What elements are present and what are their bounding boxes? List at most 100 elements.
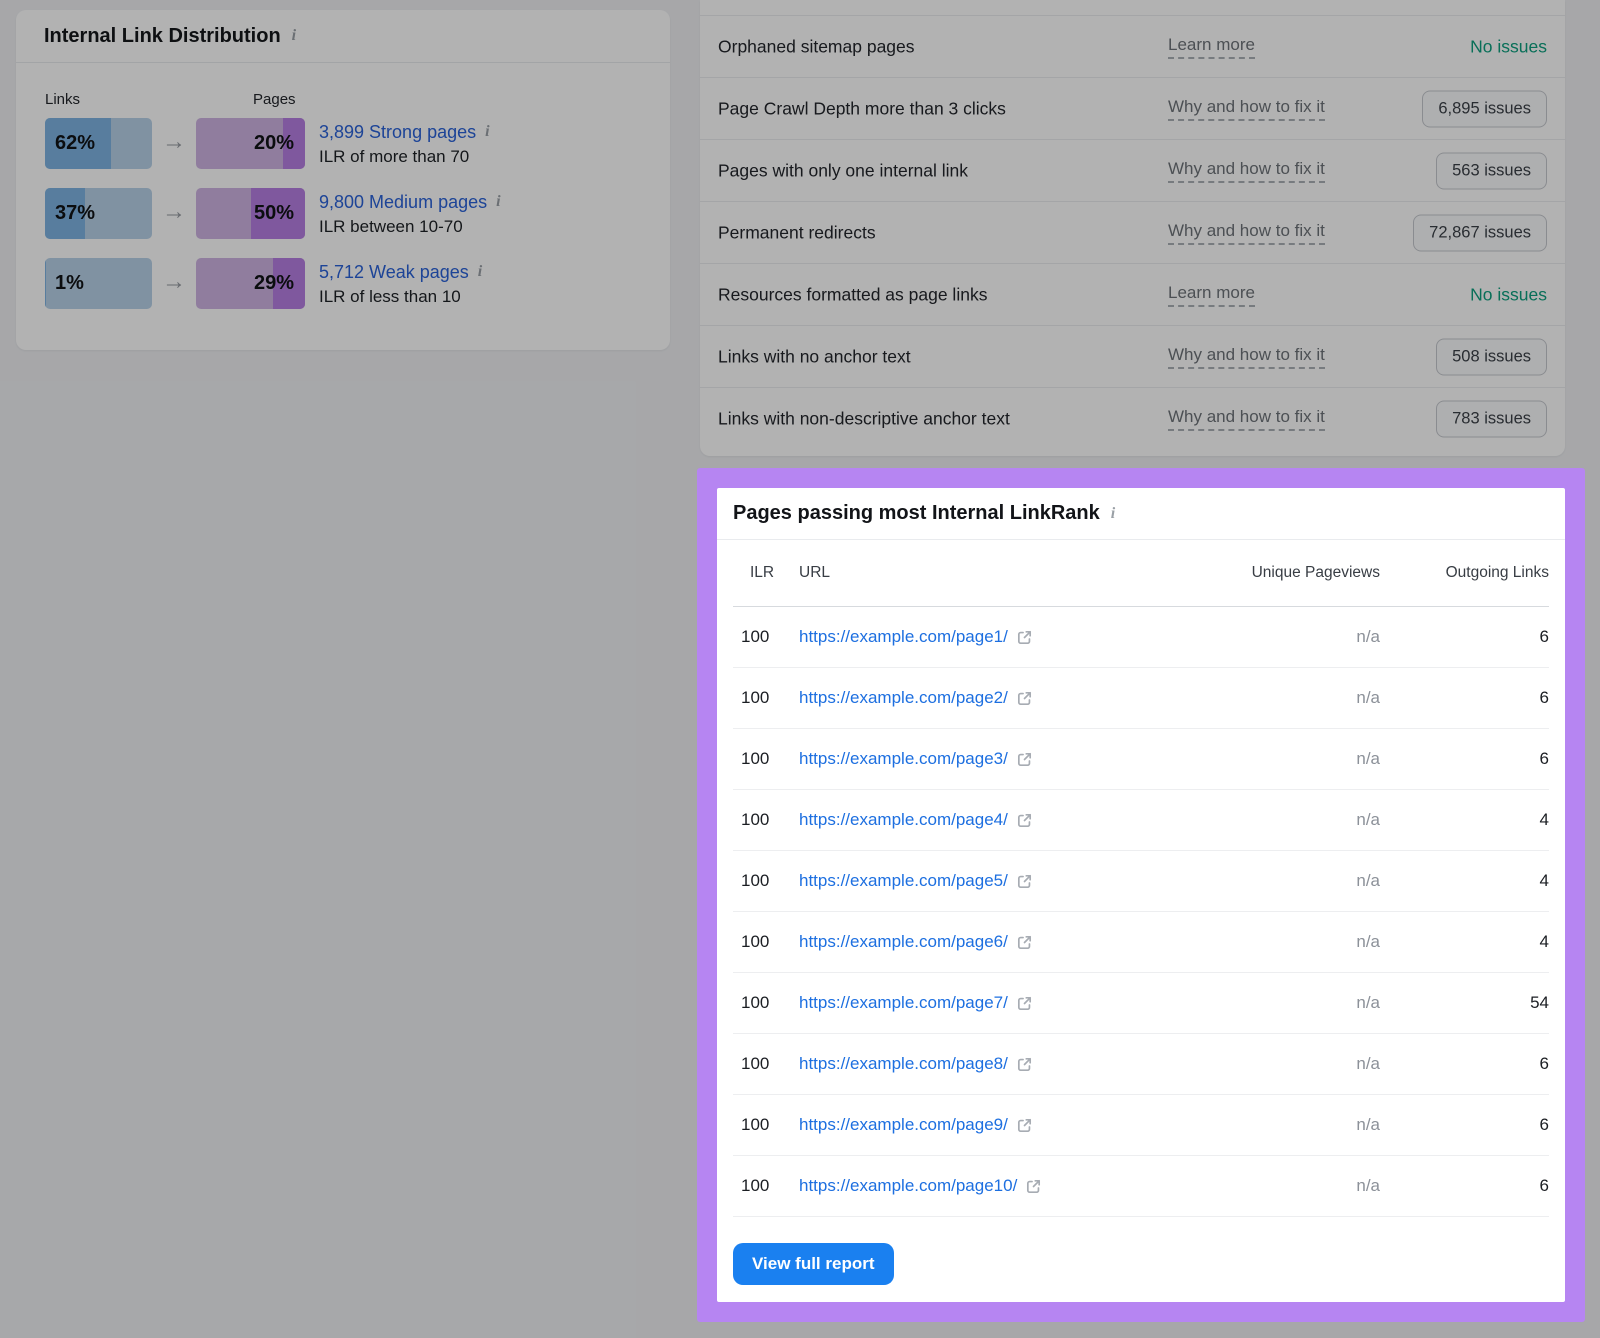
header-ilr: ILR	[750, 564, 775, 581]
outgoing-links-value: 6	[1539, 688, 1549, 707]
issues-count-button[interactable]: 6,895 issues	[1422, 90, 1547, 127]
issues-count-button[interactable]: 508 issues	[1436, 338, 1547, 375]
pages-bar: 29%	[196, 258, 305, 309]
issue-row-no-anchor-text: Links with no anchor text Why and how to…	[700, 325, 1565, 387]
weak-pages-link[interactable]: 5,712 Weak pages	[319, 261, 469, 282]
no-issues-status: No issues	[1470, 284, 1547, 304]
arrow-icon: →	[162, 268, 186, 295]
unique-pageviews-value: n/a	[1356, 627, 1380, 646]
page-url-link[interactable]: https://example.com/page7/	[799, 993, 1033, 1013]
card-body: Links Pages 62% → 20% 3,899 Strong pages…	[16, 63, 670, 309]
issue-row-resources-as-page-links: Resources formatted as page links Learn …	[700, 263, 1565, 325]
learn-more-link[interactable]: Learn more	[1168, 35, 1255, 59]
pages-bar: 20%	[196, 118, 305, 169]
links-bar-fill	[45, 258, 47, 309]
url-text: https://example.com/page2/	[799, 688, 1008, 707]
header-unique-pageviews: Unique Pageviews	[1251, 564, 1380, 581]
card-header: Internal Link Distribution i	[16, 10, 670, 63]
issue-row-one-internal-link: Pages with only one internal link Why an…	[700, 139, 1565, 201]
issue-row-non-descriptive-anchor-text: Links with non-descriptive anchor text W…	[700, 387, 1565, 449]
table-header-row: ILR URL Unique Pageviews Outgoing Links	[733, 540, 1549, 607]
url-text: https://example.com/page7/	[799, 993, 1008, 1012]
links-bar: 62%	[45, 118, 152, 169]
outgoing-links-value: 4	[1539, 871, 1549, 890]
external-link-icon	[1016, 1056, 1033, 1073]
page-url-link[interactable]: https://example.com/page3/	[799, 749, 1033, 769]
page-url-link[interactable]: https://example.com/page6/	[799, 932, 1033, 952]
ilr-value: 100	[741, 627, 770, 646]
pages-bar-fill	[283, 118, 305, 169]
row-description: ILR of less than 10	[319, 286, 461, 306]
page-url-link[interactable]: https://example.com/page2/	[799, 688, 1033, 708]
info-icon[interactable]: i	[485, 122, 490, 140]
external-link-icon	[1016, 629, 1033, 646]
issue-label: Links with no anchor text	[718, 346, 911, 366]
pages-percent: 29%	[253, 272, 294, 294]
external-link-icon	[1016, 873, 1033, 890]
strong-pages-link[interactable]: 3,899 Strong pages	[319, 121, 477, 142]
row-info: 3,899 Strong pages i ILR of more than 70	[319, 123, 490, 165]
why-how-to-fix-link[interactable]: Why and how to fix it	[1168, 345, 1325, 369]
arrow-icon: →	[162, 128, 186, 155]
unique-pageviews-value: n/a	[1356, 932, 1380, 951]
external-link-icon	[1016, 995, 1033, 1012]
why-how-to-fix-link[interactable]: Why and how to fix it	[1168, 159, 1325, 183]
url-text: https://example.com/page10/	[799, 1176, 1018, 1195]
no-issues-status: No issues	[1470, 36, 1547, 56]
outgoing-links-value: 6	[1539, 1176, 1549, 1195]
internal-linking-issues-panel: Orphaned sitemap pages Learn more No iss…	[700, 0, 1565, 456]
why-how-to-fix-link[interactable]: Why and how to fix it	[1168, 407, 1325, 431]
issues-count-button[interactable]: 563 issues	[1436, 152, 1547, 189]
info-icon[interactable]: i	[496, 192, 501, 210]
external-link-icon	[1016, 812, 1033, 829]
pages-percent: 50%	[253, 202, 294, 224]
view-full-report-button[interactable]: View full report	[733, 1243, 894, 1285]
why-how-to-fix-link[interactable]: Why and how to fix it	[1168, 97, 1325, 121]
panel-header: Pages passing most Internal LinkRank i	[717, 488, 1565, 540]
table-row: 100 https://example.com/page9/ n/a 6	[733, 1095, 1549, 1156]
issue-label: Permanent redirects	[718, 222, 876, 242]
ilr-value: 100	[741, 932, 770, 951]
unique-pageviews-value: n/a	[1356, 993, 1380, 1012]
table-row: 100 https://example.com/page4/ n/a 4	[733, 790, 1549, 851]
outgoing-links-value: 4	[1539, 810, 1549, 829]
issue-label: Orphaned sitemap pages	[718, 36, 915, 56]
outgoing-links-value: 6	[1539, 749, 1549, 768]
table-row: 100 https://example.com/page7/ n/a 54	[733, 973, 1549, 1034]
arrow-icon: →	[162, 198, 186, 225]
page-url-link[interactable]: https://example.com/page4/	[799, 810, 1033, 830]
issue-label: Page Crawl Depth more than 3 clicks	[718, 98, 1006, 118]
issue-label: Resources formatted as page links	[718, 284, 988, 304]
page-url-link[interactable]: https://example.com/page1/	[799, 627, 1033, 647]
info-icon[interactable]: i	[1110, 504, 1116, 522]
links-column-label: Links	[45, 91, 81, 108]
page-url-link[interactable]: https://example.com/page9/	[799, 1115, 1033, 1135]
issues-count-button[interactable]: 72,867 issues	[1413, 214, 1547, 251]
issues-count-button[interactable]: 783 issues	[1436, 400, 1547, 437]
issue-row-page-crawl-depth: Page Crawl Depth more than 3 clicks Why …	[700, 77, 1565, 139]
table-row: 100 https://example.com/page3/ n/a 6	[733, 729, 1549, 790]
info-icon[interactable]: i	[291, 27, 297, 44]
ilr-value: 100	[741, 1176, 770, 1195]
outgoing-links-value: 6	[1539, 1115, 1549, 1134]
row-info: 5,712 Weak pages i ILR of less than 10	[319, 263, 482, 305]
unique-pageviews-value: n/a	[1356, 688, 1380, 707]
info-icon[interactable]: i	[477, 262, 483, 280]
links-bar: 1%	[45, 258, 152, 309]
links-percent: 62%	[55, 132, 96, 154]
row-info: 9,800 Medium pages i ILR between 10-70	[319, 193, 501, 235]
table-row: 100 https://example.com/page10/ n/a 6	[733, 1156, 1549, 1217]
issue-label: Pages with only one internal link	[718, 160, 969, 180]
ilr-value: 100	[741, 810, 770, 829]
page-url-link[interactable]: https://example.com/page8/	[799, 1054, 1033, 1074]
pages-bar: 50%	[196, 188, 305, 239]
page-url-link[interactable]: https://example.com/page10/	[799, 1176, 1042, 1196]
medium-pages-link[interactable]: 9,800 Medium pages	[319, 191, 488, 212]
pages-percent: 20%	[253, 132, 294, 154]
ilr-value: 100	[741, 993, 770, 1012]
why-how-to-fix-link[interactable]: Why and how to fix it	[1168, 221, 1325, 245]
page-url-link[interactable]: https://example.com/page5/	[799, 871, 1033, 891]
outgoing-links-value: 6	[1539, 1054, 1549, 1073]
url-text: https://example.com/page6/	[799, 932, 1008, 951]
learn-more-link[interactable]: Learn more	[1168, 283, 1255, 307]
